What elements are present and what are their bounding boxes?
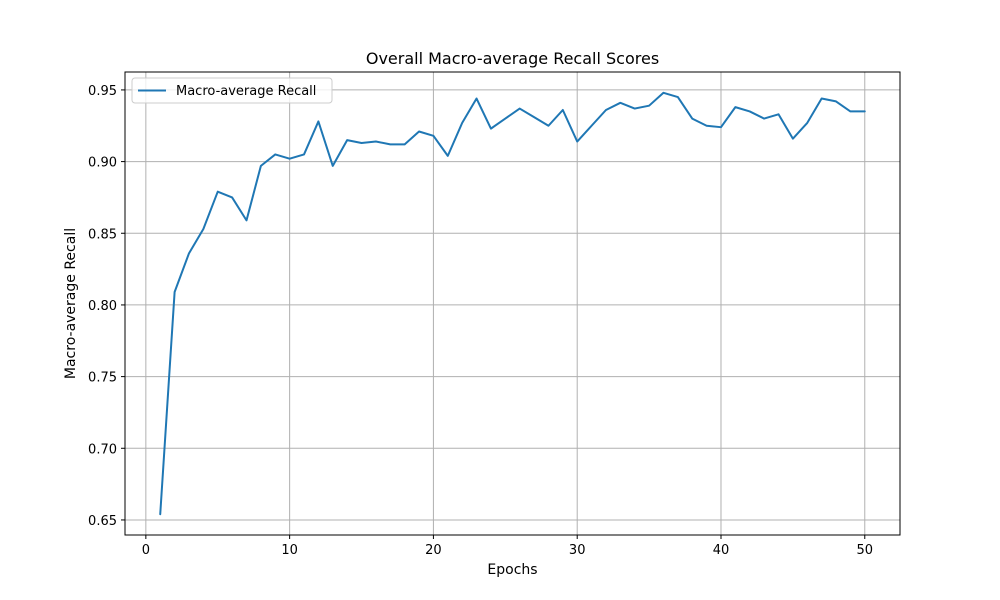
x-tick-label: 0: [142, 543, 150, 558]
x-axis-label: Epochs: [487, 562, 537, 578]
plot-area-frame: [124, 71, 901, 536]
y-tick-label: 0.70: [88, 442, 117, 457]
series-layer: [159, 91, 866, 516]
x-tick-label: 50: [856, 543, 873, 558]
series-line-macro-average-recall: [159, 91, 866, 516]
x-tick-label: 40: [713, 543, 730, 558]
x-tick-label: 20: [425, 543, 442, 558]
gridlines: [125, 72, 900, 535]
legend-label-macro-average-recall: Macro-average Recall: [176, 84, 316, 99]
y-axis-ticks: 0.65 0.70 0.75 0.80 0.85 0.90 0.95: [88, 84, 125, 529]
y-tick-label: 0.75: [88, 371, 117, 386]
legend: Macro-average Recall: [131, 77, 333, 104]
x-tick-label: 10: [281, 543, 298, 558]
y-tick-label: 0.95: [88, 84, 117, 99]
y-tick-label: 0.65: [88, 514, 117, 529]
y-tick-label: 0.85: [88, 227, 117, 242]
legend-frame: [131, 77, 333, 104]
y-tick-label: 0.80: [88, 299, 117, 314]
x-axis-ticks: 0 10 20 30 40 50: [142, 535, 873, 558]
chart-title: Overall Macro-average Recall Scores: [366, 49, 659, 68]
y-tick-label: 0.90: [88, 156, 117, 171]
y-axis-label: Macro-average Recall: [63, 228, 79, 379]
x-tick-label: 30: [569, 543, 586, 558]
